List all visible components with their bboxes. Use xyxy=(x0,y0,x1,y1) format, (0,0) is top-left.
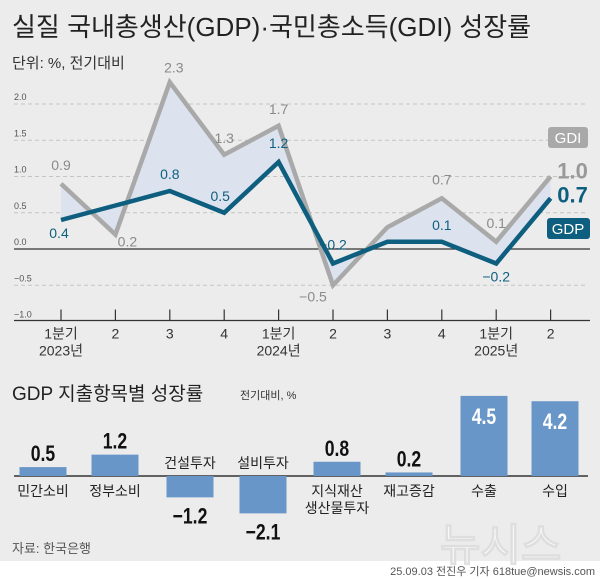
svg-text:뉴시스: 뉴시스 xyxy=(440,521,561,570)
gdp-legend-badge xyxy=(547,218,590,239)
gdi-data-label: −0.5 xyxy=(299,288,327,304)
bar-category-label: 수입 xyxy=(542,483,568,499)
bar-category-label: 건설투자 xyxy=(164,455,216,471)
gdi-data-label: 1.7 xyxy=(269,101,289,117)
year-label: 2024년 xyxy=(257,343,301,359)
x-tick-label: 4 xyxy=(438,326,446,342)
gdi-data-label: 0.1 xyxy=(486,215,506,231)
year-label: 2023년 xyxy=(39,343,83,359)
bar-value-label: 4.2 xyxy=(543,410,567,434)
gdi-data-label: 0.7 xyxy=(432,171,452,187)
source-label: 자료: 한국은행 xyxy=(12,541,91,556)
x-tick-label: 3 xyxy=(384,326,392,342)
y-tick-label: 1.0 xyxy=(14,165,27,175)
chart-title: 실질 국내총생산(GDP)·국민총소득(GDI) 성장률 xyxy=(12,12,531,42)
x-tick-label: 2 xyxy=(547,326,555,342)
bar xyxy=(531,401,579,476)
bar xyxy=(19,467,67,476)
bar-category-label: 설비투자 xyxy=(237,455,289,471)
x-tick-label: 4 xyxy=(220,326,228,342)
x-tick-label: 2 xyxy=(112,326,120,342)
gdi-data-label: 1.3 xyxy=(214,130,234,146)
gdp-data-label: 0.7 xyxy=(557,182,588,207)
gdp-data-label: 0.4 xyxy=(49,225,69,241)
bar-category-label: 민간소비 xyxy=(17,483,69,499)
gdp-data-label: 0.8 xyxy=(160,166,180,182)
gdp-data-label: 0.1 xyxy=(432,217,452,233)
gdp-data-label: −0.2 xyxy=(319,237,347,253)
x-tick-label: 1분기 xyxy=(479,326,513,342)
bar-category-label: 정부소비 xyxy=(89,483,141,499)
x-tick-label: 1분기 xyxy=(44,326,78,342)
line-chart: 2.0 1.5 1.0 0.5 0.0 −0.5 −1.0 0.9 0.2 2.3 1.3 1.7 −0… xyxy=(14,59,590,359)
bar xyxy=(385,472,433,476)
gdi-data-label: 2.3 xyxy=(164,59,184,75)
bar xyxy=(166,476,214,498)
gdp-line xyxy=(60,158,553,267)
gdi-legend-label: GDI xyxy=(555,130,582,147)
bar-category-label: 지식재산 xyxy=(311,483,363,499)
bar-category-label: 생산물투자 xyxy=(305,500,370,516)
y-tick-label: −0.5 xyxy=(14,273,32,283)
bar-chart-subtitle: 전기대비, % xyxy=(240,389,297,402)
y-tick-label: 0.5 xyxy=(14,201,27,211)
y-tick-label: 0.0 xyxy=(14,237,27,247)
bar-category-label: 수출 xyxy=(471,483,497,499)
gdp-data-label: −0.2 xyxy=(482,269,510,285)
x-tick-label: 3 xyxy=(166,326,174,342)
y-tick-label: 2.0 xyxy=(14,92,27,102)
unit-label: 단위: %, 전기대비 xyxy=(12,55,125,72)
x-tick-label: 2 xyxy=(329,326,337,342)
gap-area xyxy=(61,82,551,286)
gdi-data-label: 0.2 xyxy=(118,234,138,250)
bar-value-label: 0.8 xyxy=(325,437,349,461)
bar xyxy=(91,454,139,476)
gdp-data-label: 1.2 xyxy=(269,135,289,151)
year-label: 2025년 xyxy=(474,343,518,359)
bar-chart: 0.5 민간소비 1.2 정부소비 −1.2 건설투자 −2.1 설비투자 0.8 지식재산생산물… xyxy=(14,395,588,545)
bar xyxy=(460,395,508,476)
bar-category-label: 재고증감 xyxy=(383,483,435,499)
x-tick-label: 1분기 xyxy=(262,326,296,342)
gdi-legend-badge xyxy=(548,127,588,148)
gdi-line xyxy=(59,77,553,290)
bar xyxy=(239,476,287,514)
gdi-data-label: 0.9 xyxy=(51,157,71,173)
gdp-data-label: 0.5 xyxy=(210,188,230,204)
bar-value-label: −2.1 xyxy=(246,521,281,545)
bar-value-label: 0.2 xyxy=(397,448,421,472)
y-tick-label: 1.5 xyxy=(14,128,27,138)
gdp-legend-label: GDP xyxy=(552,221,585,238)
bar-value-label: 1.2 xyxy=(103,430,127,454)
y-tick-label: −1.0 xyxy=(14,310,32,320)
footer-strip xyxy=(0,561,600,579)
bar xyxy=(313,461,361,476)
gdi-data-label: 1.0 xyxy=(557,159,588,184)
bar-value-label: 0.5 xyxy=(31,442,55,466)
credit-label: 25.09.03 전진우 기자 618tue@newsis.com xyxy=(390,565,595,578)
bar-value-label: 4.5 xyxy=(472,405,496,429)
bar-chart-title: GDP 지출항목별 성장률 xyxy=(12,383,203,405)
newsis-watermark-logo: 뉴시스 xyxy=(440,521,562,571)
bar-value-label: −1.2 xyxy=(173,505,208,529)
